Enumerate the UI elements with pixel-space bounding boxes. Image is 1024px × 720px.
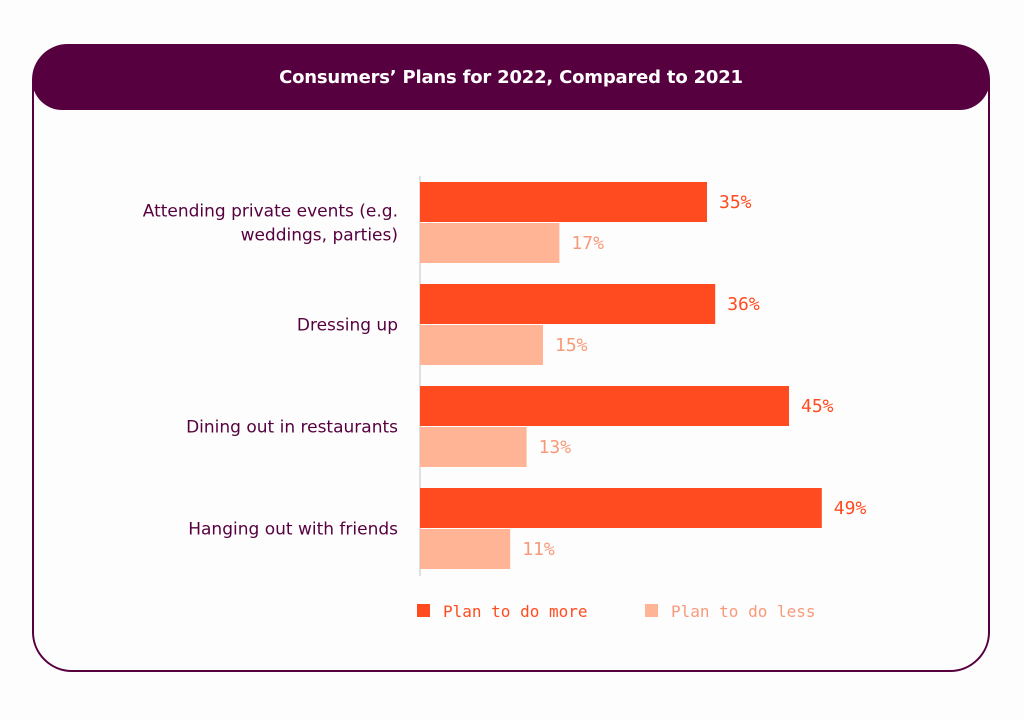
legend-swatch-more xyxy=(417,604,430,617)
category-label: Dressing up xyxy=(297,316,398,336)
value-label-more: 36% xyxy=(727,294,760,315)
value-label-more: 35% xyxy=(719,192,752,213)
legend-swatch-less xyxy=(645,604,658,617)
chart-header: Consumers’ Plans for 2022, Compared to 2… xyxy=(32,44,990,110)
bar-plan-more xyxy=(420,386,789,426)
value-label-less: 13% xyxy=(539,437,572,458)
value-label-more: 45% xyxy=(801,396,834,417)
category-label: weddings, parties) xyxy=(241,226,398,246)
legend-label-more: Plan to do more xyxy=(443,602,588,621)
bar-plan-less xyxy=(420,427,527,467)
value-label-more: 49% xyxy=(834,498,867,519)
bar-plan-less xyxy=(420,325,543,365)
chart-title: Consumers’ Plans for 2022, Compared to 2… xyxy=(279,66,743,88)
legend-label-less: Plan to do less xyxy=(671,602,816,621)
bar-plan-less xyxy=(420,223,560,263)
value-label-less: 15% xyxy=(555,335,588,356)
category-label: Attending private events (e.g. xyxy=(143,202,398,222)
value-label-less: 11% xyxy=(522,539,555,560)
bar-plan-more xyxy=(420,284,716,324)
value-label-less: 17% xyxy=(571,233,604,254)
category-label: Hanging out with friends xyxy=(188,520,398,540)
bar-plan-more xyxy=(420,182,707,222)
category-label: Dining out in restaurants xyxy=(186,418,398,438)
bar-plan-less xyxy=(420,529,511,569)
bar-plan-more xyxy=(420,488,822,528)
